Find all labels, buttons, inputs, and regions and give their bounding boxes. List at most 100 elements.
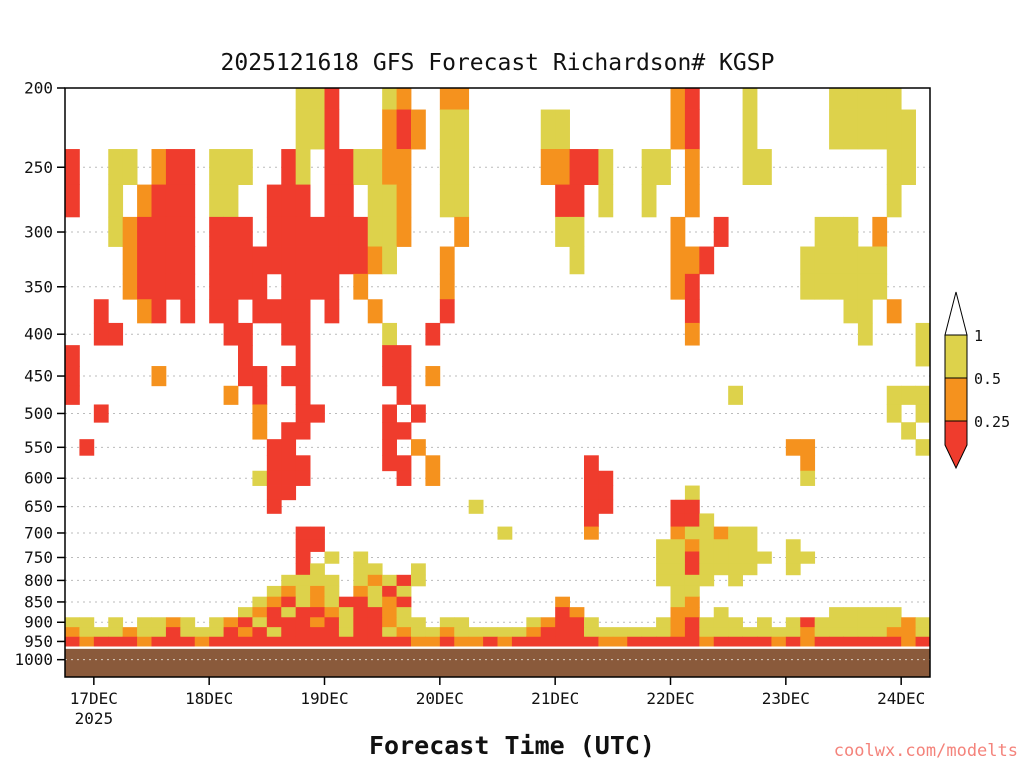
heatmap-cell: [713, 216, 729, 247]
heatmap-cell: [785, 617, 801, 628]
colorbar-tick-label: 0.5: [974, 370, 1001, 388]
heatmap-cell: [367, 617, 383, 628]
heatmap-cell: [367, 299, 383, 324]
heatmap-cell: [886, 607, 902, 618]
heatmap-cell: [584, 526, 599, 540]
chart-title: 2025121618 GFS Forecast Richardson# KGSP: [220, 50, 775, 76]
heatmap-cell: [65, 636, 80, 647]
heatmap-cell: [122, 149, 138, 185]
heatmap-cell: [555, 636, 570, 647]
heatmap-cell: [223, 246, 239, 275]
heatmap-cell: [656, 636, 671, 647]
heatmap-cell: [757, 627, 772, 638]
heatmap-cell: [353, 607, 369, 618]
heatmap-cell: [238, 246, 253, 275]
heatmap-cell: [598, 184, 614, 218]
heatmap-cell: [396, 617, 412, 628]
heatmap-cell: [901, 385, 916, 405]
heatmap-cell: [670, 273, 686, 300]
heatmap-cell: [209, 299, 224, 324]
heatmap-cell: [872, 607, 888, 618]
heatmap-cell: [137, 627, 152, 638]
heatmap-cell: [684, 607, 700, 618]
y-tick-label: 500: [24, 404, 53, 423]
heatmap-cell: [439, 88, 455, 110]
heatmap-cell: [180, 636, 196, 647]
heatmap-cell: [367, 563, 383, 576]
heatmap-cell: [886, 109, 902, 150]
heatmap-cell: [454, 627, 470, 638]
heatmap-cell: [310, 109, 325, 150]
heatmap-cell: [857, 109, 873, 150]
heatmap-cell: [612, 627, 628, 638]
heatmap-cell: [526, 617, 542, 628]
heatmap-cell: [151, 366, 167, 387]
heatmap-cell: [425, 322, 441, 346]
heatmap-cell: [382, 345, 397, 367]
heatmap-cell: [785, 627, 801, 638]
heatmap-cell: [800, 627, 816, 638]
heatmap-cell: [382, 366, 397, 387]
heatmap-cell: [800, 455, 816, 472]
heatmap-cell: [843, 299, 859, 324]
heatmap-cell: [886, 636, 902, 647]
axes: 200 250 300 350 400 450 500 550 600 650 700 750 800 8…: [14, 79, 931, 728]
heatmap-cell: [454, 617, 470, 628]
heatmap-cell: [670, 607, 686, 618]
heatmap-cell: [281, 149, 297, 185]
heatmap-cell: [439, 617, 455, 628]
heatmap-cell: [165, 636, 181, 647]
heatmap-cell: [281, 366, 297, 387]
heatmap-cell: [310, 627, 325, 638]
y-tick-label: 850: [24, 592, 53, 611]
heatmap-cell: [511, 627, 527, 638]
heatmap-cell: [65, 385, 80, 405]
heatmap-cell: [223, 299, 239, 324]
heatmap-cell: [901, 636, 916, 647]
heatmap-cell: [252, 422, 268, 440]
heatmap-cell: [526, 636, 542, 647]
heatmap-cell: [223, 617, 239, 628]
heatmap-cell: [411, 404, 426, 423]
heatmap-cell: [281, 322, 297, 346]
heatmap-cell: [439, 636, 455, 647]
heatmap-cell: [180, 299, 196, 324]
heatmap-cell: [641, 184, 657, 218]
heatmap-cell: [382, 439, 397, 456]
heatmap-cell: [108, 216, 124, 247]
heatmap-cell: [829, 636, 844, 647]
heatmap-cell: [684, 539, 700, 552]
heatmap-cell: [439, 627, 455, 638]
heatmap-cell: [872, 88, 888, 110]
heatmap-cell: [165, 627, 181, 638]
heatmap-cell: [137, 617, 152, 628]
heatmap-cell: [598, 149, 614, 185]
heatmap-cell: [266, 216, 282, 247]
heatmap-cell: [569, 607, 585, 618]
heatmap-cell: [338, 246, 354, 275]
heatmap-cell: [382, 607, 397, 618]
heatmap-cell: [843, 627, 859, 638]
heatmap-cell: [396, 366, 412, 387]
heatmap-cell: [598, 636, 614, 647]
y-tick-label: 650: [24, 497, 53, 516]
heatmap-cell: [814, 246, 830, 275]
heatmap-cell: [742, 109, 758, 150]
heatmap-cell: [872, 636, 888, 647]
heatmap-cell: [396, 574, 412, 587]
heatmap-cell: [728, 574, 743, 587]
heatmap-cell: [396, 585, 412, 598]
heatmap-cell: [367, 184, 383, 218]
heatmap-cell: [151, 184, 167, 218]
heatmap-cell: [353, 273, 369, 300]
heatmap-cell: [266, 299, 282, 324]
heatmap-cell: [684, 184, 700, 218]
heatmap-cell: [742, 636, 758, 647]
heatmap-cell: [670, 499, 686, 514]
heatmap-cell: [324, 636, 340, 647]
heatmap-cell: [238, 636, 253, 647]
heatmap-cell: [901, 627, 916, 638]
heatmap-cell: [252, 627, 268, 638]
heatmap-cell: [238, 273, 253, 300]
